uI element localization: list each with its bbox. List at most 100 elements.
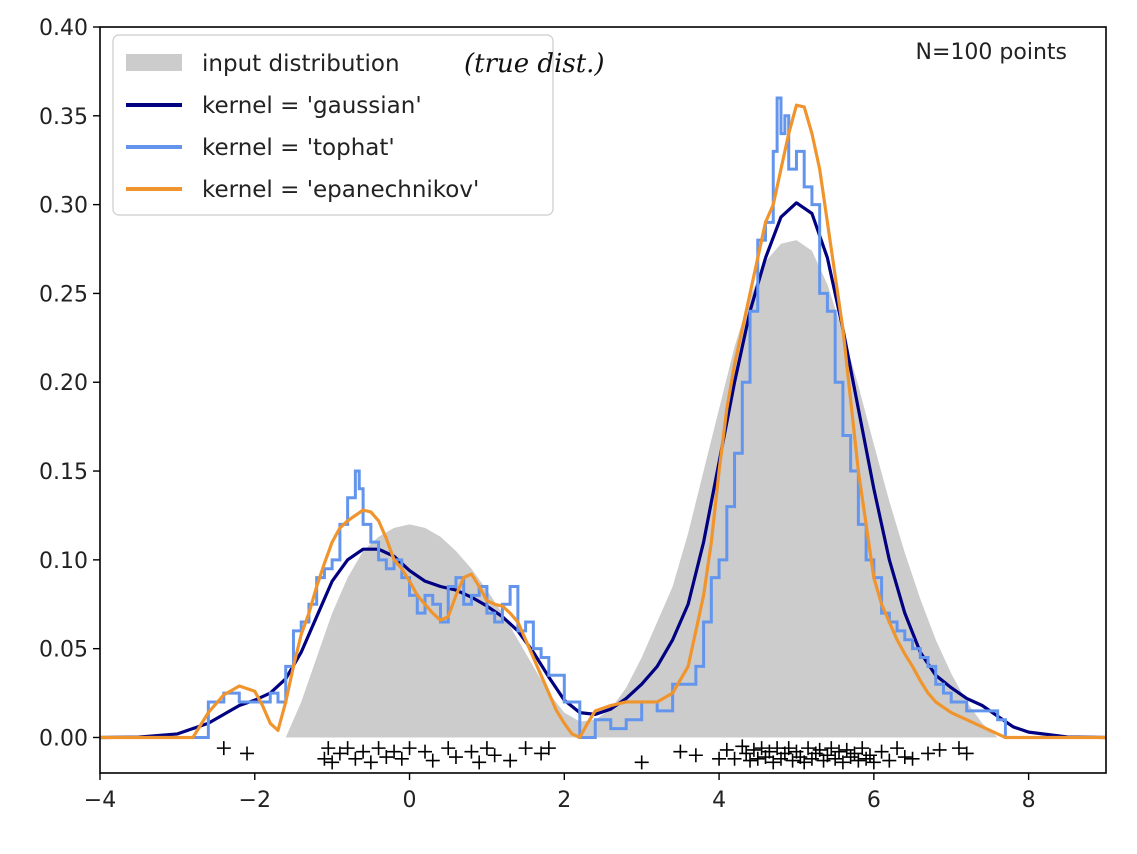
sample-point xyxy=(332,746,347,761)
sample-point xyxy=(487,748,502,763)
sample-point xyxy=(762,744,777,759)
sample-point xyxy=(766,755,781,770)
legend-label-input: input distribution xyxy=(202,51,400,77)
sample-point xyxy=(371,741,386,756)
sample-point xyxy=(518,741,533,756)
x-tick-label: 6 xyxy=(867,788,881,813)
sample-point xyxy=(739,746,754,761)
sample-point xyxy=(882,753,897,768)
y-tick-label: 0.30 xyxy=(39,194,88,219)
x-tick-label: 0 xyxy=(403,788,417,813)
sample-point xyxy=(781,741,796,756)
y-tick-label: 0.10 xyxy=(39,549,88,574)
sample-point xyxy=(866,755,881,770)
x-tick-label: −2 xyxy=(239,788,271,813)
x-tick-label: −4 xyxy=(84,788,116,813)
axes-frame xyxy=(99,26,1107,774)
sample-point xyxy=(634,755,649,770)
plot-area xyxy=(100,96,1106,770)
sample-point xyxy=(921,746,936,761)
sample-point xyxy=(855,741,870,756)
sample-point xyxy=(321,741,336,756)
sample-point xyxy=(719,742,734,757)
sample-point xyxy=(387,744,402,759)
sample-point xyxy=(379,750,394,765)
y-tick-label: 0.20 xyxy=(39,371,88,396)
y-tick-label: 0.35 xyxy=(39,105,88,130)
x-tick-label: 8 xyxy=(1022,788,1036,813)
legend-label-epanechnikov: kernel = 'epanechnikov' xyxy=(202,177,479,203)
sample-point xyxy=(425,753,440,768)
legend-label-tophat: kernel = 'tophat' xyxy=(202,135,395,161)
sample-point xyxy=(959,746,974,761)
sample-point xyxy=(785,753,800,768)
sample-point xyxy=(727,751,742,766)
point-count-annotation: N=100 points xyxy=(916,40,1067,65)
sample-point xyxy=(797,755,812,770)
series-layer xyxy=(100,96,1106,770)
sample-point xyxy=(743,753,758,768)
sample-point xyxy=(839,742,854,757)
sample-point xyxy=(735,739,750,754)
sample-point xyxy=(541,741,556,756)
y-tick-label: 0.00 xyxy=(39,726,88,751)
sample-points xyxy=(216,739,974,770)
sample-point xyxy=(356,744,371,759)
sample-point xyxy=(750,751,765,766)
sample-point xyxy=(812,742,827,757)
legend-box xyxy=(112,34,554,216)
sample-point xyxy=(862,748,877,763)
sample-point xyxy=(746,742,761,757)
legend-swatch-input xyxy=(126,54,182,71)
legend: input distribution kernel = 'gaussian' k… xyxy=(112,34,554,216)
sample-point xyxy=(712,751,727,766)
sample-point xyxy=(824,741,839,756)
x-tick-label: 2 xyxy=(557,788,571,813)
handwritten-note: (true dist.) xyxy=(464,49,605,79)
sample-point xyxy=(897,750,912,765)
sample-point xyxy=(874,744,889,759)
sample-point xyxy=(688,748,703,763)
sample-point xyxy=(951,741,966,756)
sample-point xyxy=(240,746,255,761)
sample-point xyxy=(847,746,862,761)
sample-point xyxy=(890,741,905,756)
sample-point xyxy=(472,755,487,770)
series-epanechnikov-line xyxy=(100,103,1106,740)
sample-point xyxy=(402,741,417,756)
sample-point xyxy=(820,748,835,763)
x-tick-label: 4 xyxy=(712,788,726,813)
sample-point xyxy=(828,751,843,766)
sample-point xyxy=(503,753,518,768)
sample-point xyxy=(835,755,850,770)
axis-ticks: −4 −2 0 2 4 6 8 0.00 0.05 0.10 0.15 0.20 0.25 0.30 0.3… xyxy=(39,16,1036,813)
sample-point xyxy=(363,755,378,770)
sample-point xyxy=(418,744,433,759)
sample-point xyxy=(348,751,363,766)
sample-point xyxy=(932,742,947,757)
series-gaussian-line xyxy=(100,201,1106,740)
y-tick-label: 0.25 xyxy=(39,282,88,307)
y-tick-label: 0.05 xyxy=(39,638,88,663)
sample-point xyxy=(832,744,847,759)
sample-point xyxy=(905,751,920,766)
y-tick-label: 0.40 xyxy=(39,16,88,41)
sample-point xyxy=(673,744,688,759)
sample-point xyxy=(464,744,479,759)
sample-point xyxy=(340,741,355,756)
sample-point xyxy=(394,751,409,766)
sample-point xyxy=(441,741,456,756)
legend-label-gaussian: kernel = 'gaussian' xyxy=(202,93,422,119)
y-tick-label: 0.15 xyxy=(39,460,88,485)
sample-point xyxy=(325,755,340,770)
sample-point xyxy=(479,741,494,756)
sample-point xyxy=(448,750,463,765)
sample-point xyxy=(317,751,332,766)
series-input-distribution-area xyxy=(285,240,998,738)
sample-point xyxy=(754,741,769,756)
sample-point xyxy=(216,741,231,756)
series-tophat-line xyxy=(100,96,1106,739)
sample-point xyxy=(801,741,816,756)
sample-point xyxy=(534,746,549,761)
